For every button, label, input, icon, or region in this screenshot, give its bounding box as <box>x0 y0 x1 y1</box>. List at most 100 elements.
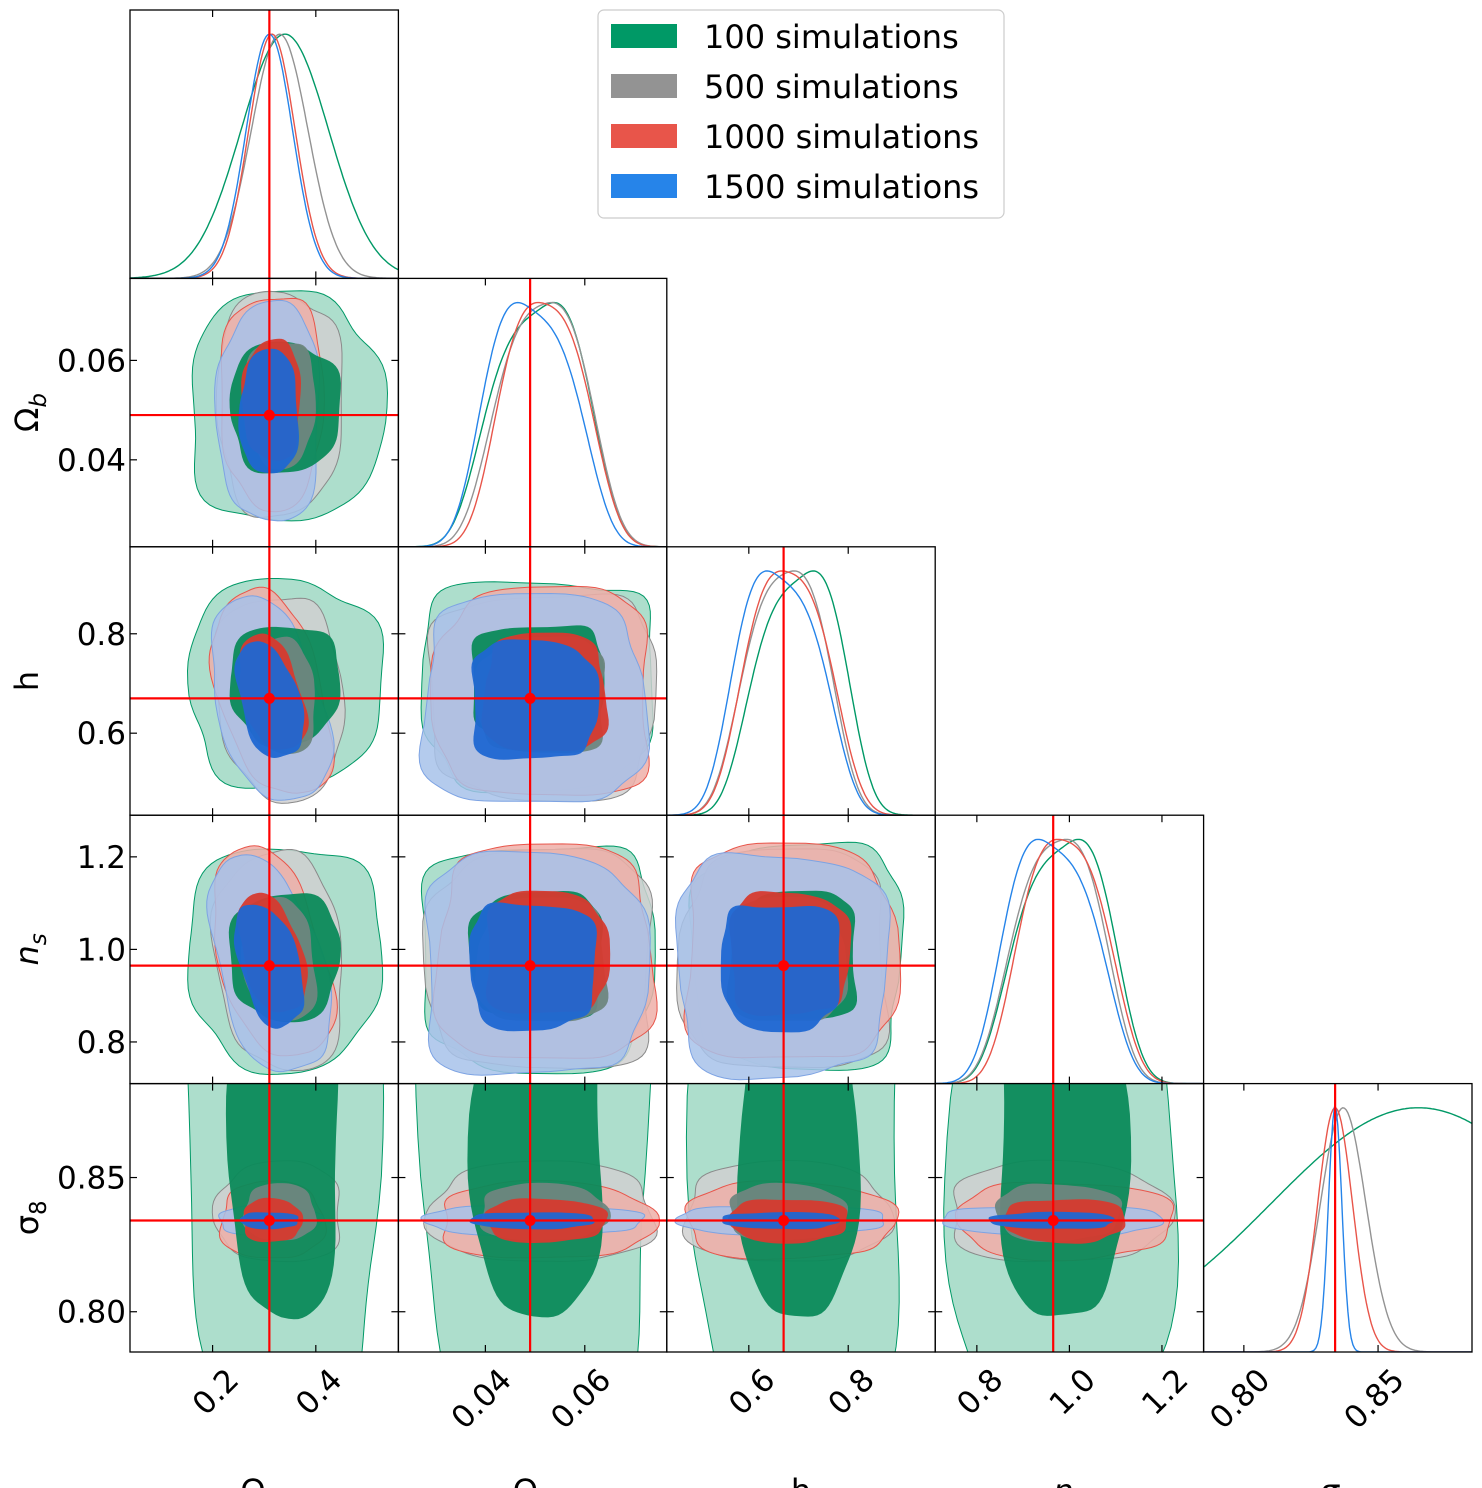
x-axis-label-ob: Ωb <box>513 1472 552 1488</box>
panel-om-ns <box>129 814 400 1085</box>
panel-h <box>666 546 936 816</box>
y-tick-label-ns: 1.0 <box>77 932 126 968</box>
x-axis-label-om: Ωm <box>241 1472 288 1488</box>
truth-point-h-ns <box>778 960 790 972</box>
y-tick-label-ns: 1.2 <box>77 840 126 876</box>
marginal-ob-500-line <box>398 301 667 547</box>
marginal-h-1000-line <box>666 570 936 816</box>
panel-h-plot-area <box>666 546 936 816</box>
y-axis-label-ob: Ωb <box>8 393 52 432</box>
legend-label-500: 500 simulations <box>704 68 959 106</box>
panel-h-ns-plot-area <box>666 815 936 1084</box>
marginal-s8-1000-line <box>1203 1107 1472 1352</box>
marginal-s8-100-line <box>1203 1107 1472 1268</box>
marginal-ns-100-line <box>935 838 1204 1084</box>
panel-ob-h <box>397 546 668 816</box>
x-tick-label-s8: 0.80 <box>1203 1362 1277 1436</box>
panel-om-plot-area <box>130 10 399 279</box>
legend-label-1500: 1500 simulations <box>704 168 979 206</box>
legend: 100 simulations 500 simulations 1000 simul… <box>597 9 1005 219</box>
panel-h-ns <box>666 814 936 1085</box>
y-tick-label-ob: 0.06 <box>57 343 126 379</box>
legend-frame <box>597 9 1005 219</box>
panel-ob <box>397 277 668 548</box>
panel-om-s8-plot-area <box>130 1083 399 1352</box>
x-tick-label-ns: 0.8 <box>950 1362 1010 1422</box>
panel-s8 <box>1202 1082 1473 1353</box>
y-tick-label-s8: 0.80 <box>57 1295 126 1331</box>
truth-point-ob-s8 <box>524 1214 536 1226</box>
y-axis-label-s8: σ8 <box>8 1200 52 1235</box>
x-tick-label-om: 0.4 <box>289 1362 349 1422</box>
marginal-h-100-line <box>666 570 936 816</box>
panel-ns <box>934 814 1205 1085</box>
panel-s8-plot-area <box>1203 1083 1472 1352</box>
y-tick-label-ob: 0.04 <box>57 443 126 479</box>
panel-h-s8 <box>666 1082 936 1353</box>
panel-ob-s8-plot-area <box>398 1083 667 1352</box>
panel-om-h-plot-area <box>130 546 399 816</box>
marginal-h-500-line <box>666 570 936 816</box>
truth-point-om-ns <box>263 960 275 972</box>
x-tick-label-ns: 1.0 <box>1043 1362 1103 1422</box>
panel-om-ob-plot-area <box>130 278 399 547</box>
truth-point-om-h <box>263 692 275 704</box>
legend-swatch-100 <box>611 24 677 48</box>
legend-swatch-1500 <box>611 174 677 198</box>
panel-om-ob <box>129 277 400 548</box>
truth-point-h-s8 <box>778 1214 790 1226</box>
marginal-ob-1000-line <box>398 301 667 547</box>
marginal-ns-1500-line <box>935 838 1204 1084</box>
panel-ob-h-plot-area <box>398 546 667 816</box>
marginal-ns-1000-line <box>935 838 1204 1084</box>
y-tick-label-s8: 0.85 <box>57 1161 126 1197</box>
marginal-om-100-line <box>130 33 399 279</box>
x-tick-label-om: 0.2 <box>186 1362 246 1422</box>
x-tick-label-s8: 0.85 <box>1337 1362 1411 1436</box>
marginal-ob-100-line <box>398 301 667 547</box>
panel-h-frame <box>666 546 936 816</box>
legend-label-1000: 1000 simulations <box>704 118 979 156</box>
marginal-om-500-line <box>130 33 399 279</box>
truth-point-ob-ns <box>524 960 536 972</box>
x-tick-label-h: 0.8 <box>821 1362 881 1422</box>
panel-ob-ns-plot-area <box>398 815 667 1084</box>
x-axis-label-s8: σ8 <box>1320 1472 1355 1488</box>
x-axis-label-ns: ns <box>1053 1472 1085 1488</box>
panel-s8-frame <box>1202 1082 1473 1353</box>
legend-swatch-1000 <box>611 124 677 148</box>
legend-swatch-500 <box>611 74 677 98</box>
marginal-h-1500-line <box>666 570 936 816</box>
x-tick-label-h: 0.6 <box>722 1362 782 1422</box>
truth-point-ns-s8 <box>1047 1214 1059 1226</box>
marginal-ns-500-line <box>935 838 1204 1084</box>
panel-ob-plot-area <box>398 278 667 547</box>
panel-om-h <box>129 546 400 816</box>
panel-ns-s8-plot-area <box>935 1083 1204 1352</box>
y-tick-label-h: 0.6 <box>77 716 126 752</box>
x-tick-label-ns: 1.2 <box>1135 1362 1195 1422</box>
truth-point-om-ob <box>263 409 275 421</box>
panel-om <box>129 9 400 280</box>
truth-point-ob-h <box>524 692 536 704</box>
truth-point-om-s8 <box>263 1214 275 1226</box>
y-axis-label-h: h <box>8 671 46 691</box>
marginal-s8-1500-line <box>1203 1106 1472 1352</box>
panel-ob-frame <box>397 277 668 548</box>
panel-ob-ns <box>397 814 668 1085</box>
y-tick-label-ns: 0.8 <box>77 1025 126 1061</box>
panel-ns-s8 <box>934 1082 1205 1353</box>
panel-ns-plot-area <box>935 815 1204 1084</box>
legend-label-100: 100 simulations <box>704 18 959 56</box>
panel-om-ns-plot-area <box>130 815 399 1084</box>
y-tick-label-h: 0.8 <box>77 617 126 653</box>
panel-ns-frame <box>934 814 1205 1085</box>
x-tick-label-ob: 0.04 <box>445 1362 519 1436</box>
panel-ob-s8 <box>397 1082 668 1353</box>
marginal-ob-1500-line <box>398 301 667 547</box>
panels-layer <box>129 9 1473 1353</box>
panel-om-frame <box>129 9 400 280</box>
x-tick-label-ob: 0.06 <box>544 1362 618 1436</box>
contour-ns-s8-100-68 <box>1000 1083 1132 1316</box>
